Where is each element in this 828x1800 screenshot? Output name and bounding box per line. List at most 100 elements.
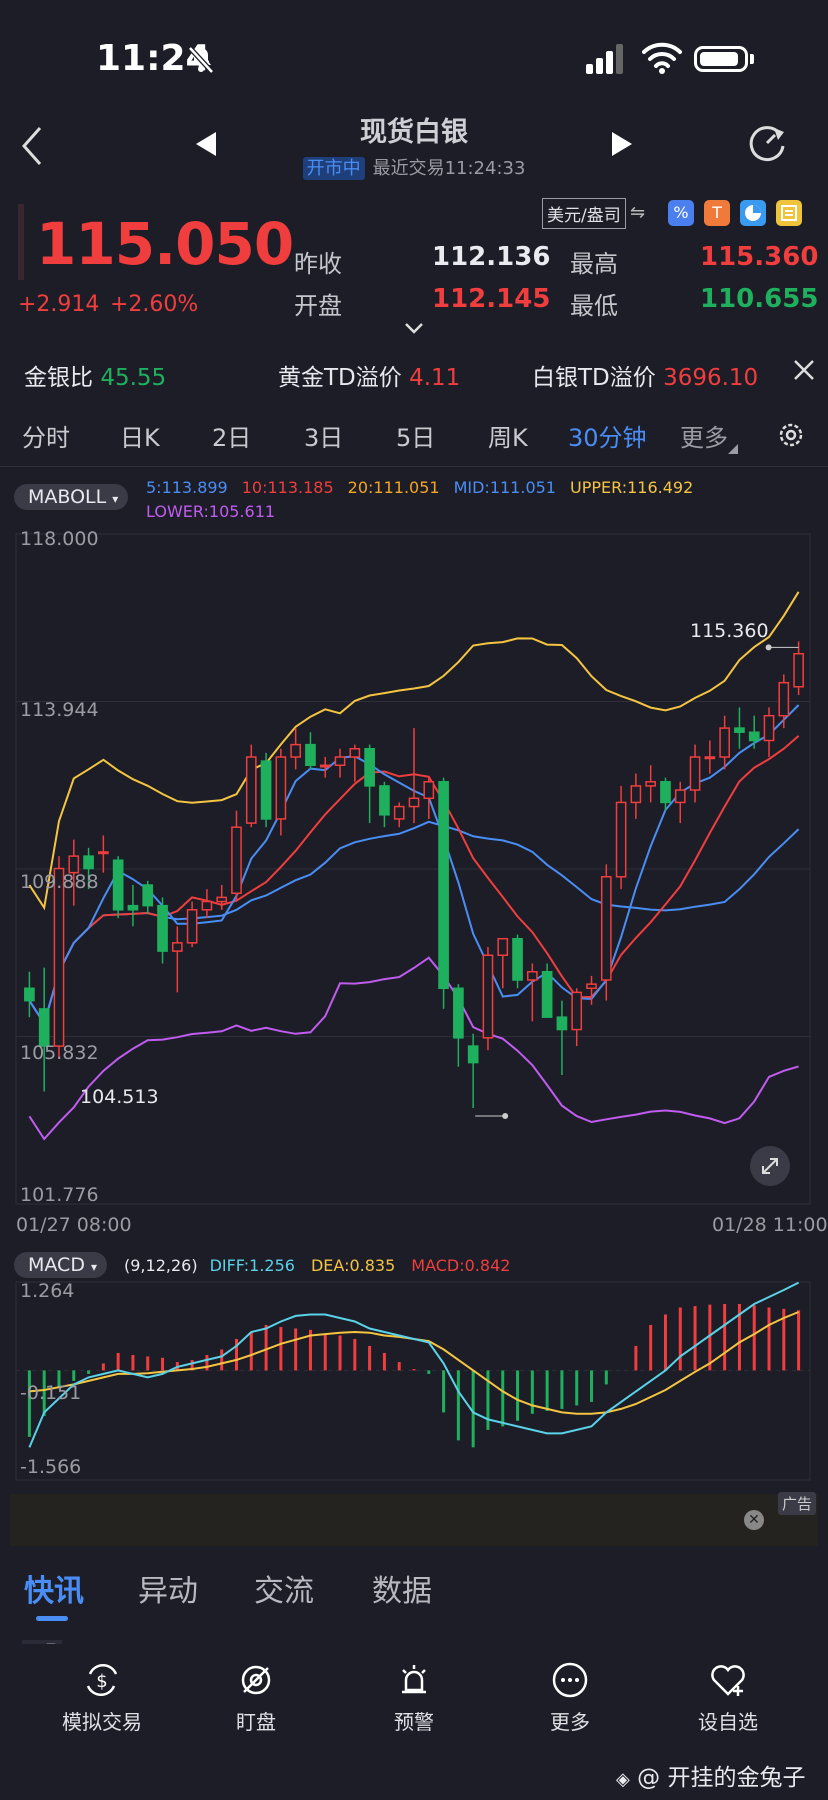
shirt-tool-icon[interactable]: T xyxy=(704,200,730,226)
macd-y-tick: -1.566 xyxy=(20,1456,82,1478)
swap-icon[interactable]: ⇋ xyxy=(630,202,646,223)
nav-sim-trade[interactable]: $ 模拟交易 xyxy=(42,1660,162,1735)
candle-body xyxy=(793,653,804,688)
tab-5day[interactable]: 5日 xyxy=(396,424,436,452)
candle-body xyxy=(38,1008,50,1047)
macd-legend: (9,12,26) DIFF:1.256 DEA:0.835 MACD:0.842 xyxy=(124,1256,510,1275)
ad-close-icon[interactable]: ✕ xyxy=(744,1510,764,1530)
bell-muted-icon xyxy=(188,46,214,74)
prev-close-label: 昨收 xyxy=(294,250,342,278)
watermark-logo-icon: ◈ xyxy=(616,1769,630,1790)
tab-daily[interactable]: 日K xyxy=(120,424,160,452)
percent-tool-icon[interactable]: % xyxy=(668,200,694,226)
candle-body xyxy=(660,781,671,804)
tab-3day[interactable]: 3日 xyxy=(304,424,344,452)
gold-td-premium: 黄金TD溢价 4.11 xyxy=(278,358,460,392)
min-marker-dot xyxy=(502,1113,509,1120)
nav-alert[interactable]: 预警 xyxy=(354,1660,474,1735)
tab-30min[interactable]: 30分钟 xyxy=(568,424,647,452)
back-icon[interactable] xyxy=(18,124,48,168)
candle-body xyxy=(719,727,730,758)
y-tick: 105.832 xyxy=(20,1042,99,1064)
nav-alert-label: 预警 xyxy=(394,1710,434,1734)
status-time: 11:24 xyxy=(96,38,211,79)
macd-y-tick: -0.151 xyxy=(20,1382,82,1404)
max-price-marker: 115.360 xyxy=(690,620,769,642)
close-icon[interactable] xyxy=(792,358,816,382)
upper-value: UPPER:116.492 xyxy=(569,478,694,497)
battery-tip xyxy=(750,54,754,64)
price-change-pct: +2.60% xyxy=(110,292,199,317)
tab-alerts[interactable]: 异动 xyxy=(138,1574,198,1609)
ad-banner[interactable] xyxy=(10,1494,818,1546)
open-label: 开盘 xyxy=(294,292,342,320)
candle-body xyxy=(734,727,745,733)
candle-body xyxy=(290,743,301,758)
refresh-icon[interactable] xyxy=(746,122,788,164)
x-axis-end: 01/28 11:00 xyxy=(712,1214,828,1236)
candle-body xyxy=(748,731,760,742)
next-instrument-icon[interactable] xyxy=(610,130,634,158)
watermark: ◈ @ 开挂的金兔子 xyxy=(616,1758,805,1792)
market-status-badge: 开市中 xyxy=(302,157,365,180)
price-change: +2.914 xyxy=(18,292,100,317)
tab-data[interactable]: 数据 xyxy=(372,1574,432,1609)
dollar-cycle-icon: $ xyxy=(86,1664,118,1696)
mid-line xyxy=(28,820,800,1026)
candle-body xyxy=(600,876,612,981)
macd-params: (9,12,26) xyxy=(124,1256,198,1275)
heart-plus-icon xyxy=(711,1665,745,1696)
candle-body xyxy=(571,991,583,1031)
silver-td-label: 白银TD溢价 xyxy=(532,365,656,391)
candle-body xyxy=(201,900,213,911)
prev-instrument-icon[interactable] xyxy=(194,130,218,158)
candle-body xyxy=(349,747,361,758)
candle-body xyxy=(24,987,35,1002)
main-indicator-selector[interactable]: MABOLL ▾ xyxy=(14,484,129,510)
fullscreen-button[interactable] xyxy=(750,1146,790,1186)
candle-body xyxy=(467,1045,479,1064)
svg-text:$: $ xyxy=(96,1671,107,1692)
tab-news[interactable]: 快讯 xyxy=(24,1574,84,1609)
tab-fenshi[interactable]: 分时 xyxy=(22,424,70,452)
y-tick: 113.944 xyxy=(20,699,99,721)
nav-add-watchlist[interactable]: 设自选 xyxy=(668,1660,788,1735)
candle-body xyxy=(305,743,316,767)
candle-body xyxy=(556,1016,568,1031)
nav-sim-trade-label: 模拟交易 xyxy=(62,1710,142,1734)
cellular-signal-icon xyxy=(586,44,623,74)
lower-value: LOWER:105.611 xyxy=(146,502,276,521)
dea-line xyxy=(29,1311,799,1415)
candle-body xyxy=(112,859,124,911)
ma20-value: 20:111.051 xyxy=(347,478,440,497)
candle-body xyxy=(630,785,642,804)
candlestick-chart[interactable] xyxy=(0,524,828,1214)
tab-community[interactable]: 交流 xyxy=(254,1574,314,1609)
candle-body xyxy=(171,942,183,952)
nav-more[interactable]: 更多 xyxy=(510,1660,630,1735)
macd-y-tick: 1.264 xyxy=(20,1280,75,1302)
y-tick: 118.000 xyxy=(20,528,99,550)
macd-dea: DEA:0.835 xyxy=(310,1256,396,1275)
tab-weekly[interactable]: 周K xyxy=(488,424,528,452)
nav-watch[interactable]: 盯盘 xyxy=(196,1660,316,1735)
lower-band-line xyxy=(28,956,799,1141)
last-trade-time: 最近交易11:24:33 xyxy=(372,158,526,179)
expand-chevron-icon[interactable] xyxy=(404,322,424,336)
wifi-icon xyxy=(642,42,682,74)
settings-gear-icon[interactable] xyxy=(776,420,806,450)
candle-body xyxy=(423,781,435,800)
macd-name: MACD xyxy=(28,1254,85,1276)
page-title: 现货白银 xyxy=(360,117,468,148)
macd-chart[interactable] xyxy=(0,1276,828,1486)
prev-close-value: 112.136 xyxy=(432,242,551,272)
candle-body xyxy=(142,884,154,907)
note-tool-icon[interactable] xyxy=(776,200,802,226)
macd-selector[interactable]: MACD ▾ xyxy=(14,1252,108,1278)
unit-selector[interactable]: 美元/盎司 xyxy=(542,198,626,229)
pie-tool-icon[interactable] xyxy=(740,200,766,226)
candle-body xyxy=(704,756,716,760)
candle-body xyxy=(334,756,346,767)
tab-2day[interactable]: 2日 xyxy=(212,424,252,452)
tab-more[interactable]: 更多 xyxy=(680,424,728,452)
